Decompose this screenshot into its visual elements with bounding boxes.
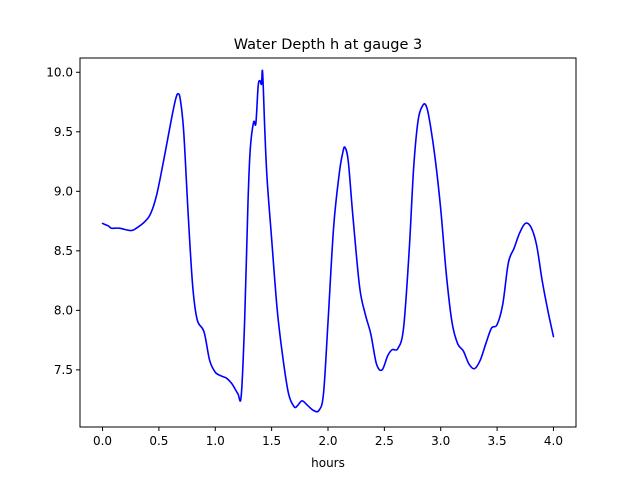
x-tick-label: 2.5 — [375, 434, 394, 448]
y-tick-label: 9.5 — [54, 125, 73, 139]
x-tick-label: 0.5 — [149, 434, 168, 448]
axes-frame — [79, 57, 577, 428]
y-tick-label: 10.0 — [46, 65, 73, 79]
series-line-0 — [101, 69, 555, 413]
plot-area — [101, 69, 555, 413]
y-tick-label: 8.5 — [54, 244, 73, 258]
x-tick-label: 1.0 — [206, 434, 225, 448]
y-tick-label: 9.0 — [54, 184, 73, 198]
x-tick-label: 1.5 — [262, 434, 281, 448]
x-axis-label: hours — [311, 456, 345, 470]
x-tick-label: 2.0 — [318, 434, 337, 448]
axis-ticks: 0.0 0.5 1.0 1.5 2.0 2.5 3.0 3.5 4.0 7.5 8.0 8.5 9.0 9… — [46, 65, 563, 448]
x-tick-label: 4.0 — [544, 434, 563, 448]
x-tick-label: 3.5 — [488, 434, 507, 448]
chart-title: Water Depth h at gauge 3 — [234, 37, 422, 53]
y-tick-label: 8.0 — [54, 303, 73, 317]
y-tick-label: 7.5 — [54, 363, 73, 377]
x-tick-label: 3.0 — [431, 434, 450, 448]
x-tick-label: 0.0 — [93, 434, 112, 448]
